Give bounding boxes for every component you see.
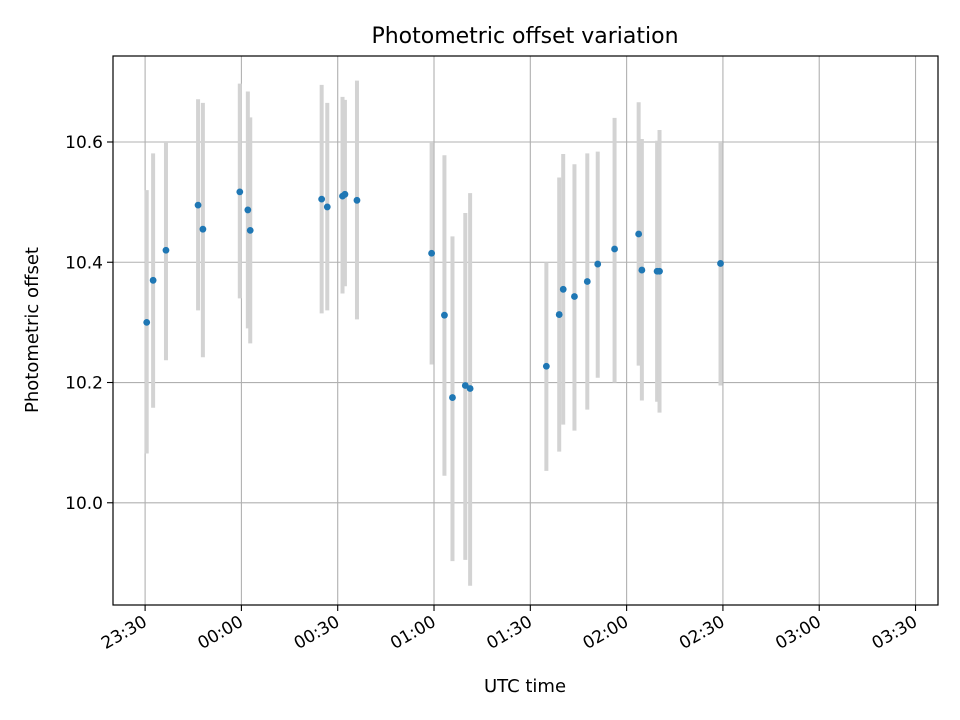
data-point: [236, 188, 244, 196]
data-point: [555, 311, 563, 318]
data-point: [656, 267, 663, 275]
y-tick-label: 10.0: [65, 494, 103, 514]
y-tick-label: 10.6: [65, 133, 103, 153]
data-point: [638, 266, 646, 274]
plot-frame: [112, 55, 939, 606]
data-point: [717, 260, 724, 267]
data-point: [466, 385, 474, 392]
data-point: [323, 203, 331, 211]
data-point: [244, 206, 252, 214]
y-tick-label: 10.2: [65, 374, 103, 394]
data-point: [441, 311, 448, 319]
data-point: [149, 276, 157, 284]
data-point: [199, 225, 207, 233]
data-point: [353, 196, 361, 204]
x-axis-label: UTC time: [484, 676, 566, 697]
data-point: [428, 249, 436, 257]
chart-title: Photometric offset variation: [371, 24, 678, 49]
data-point: [246, 226, 254, 234]
data-point: [583, 278, 591, 285]
y-axis-label: Photometric offset: [22, 247, 43, 413]
data-point: [318, 195, 326, 203]
data-point: [341, 190, 349, 198]
data-point: [571, 293, 578, 300]
point-layer: [143, 188, 724, 401]
data-point: [194, 201, 202, 209]
data-point: [594, 260, 602, 268]
data-point: [542, 362, 550, 370]
data-point: [162, 246, 170, 254]
y-tick-label: 10.4: [65, 253, 103, 273]
data-point: [611, 245, 618, 253]
data-point: [143, 318, 151, 326]
data-point: [635, 230, 643, 238]
data-point: [449, 394, 456, 401]
data-point: [559, 285, 567, 293]
